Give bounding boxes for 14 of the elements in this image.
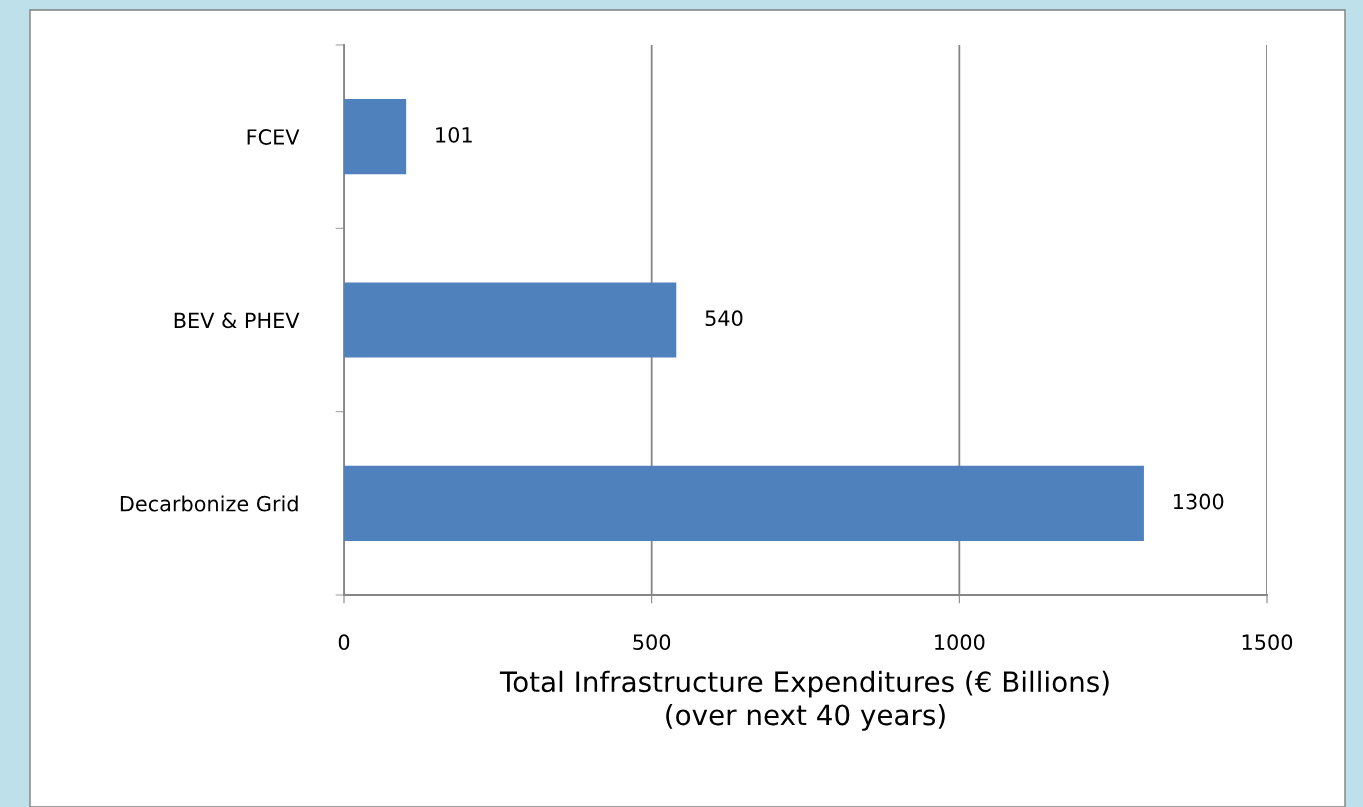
x-axis-title: Total Infrastructure Expenditures (€ Billions) (over next 40 years) [499, 670, 1109, 731]
y-tick-label: Decarbonize Grid [120, 495, 298, 512]
data-label: 1300 [1174, 493, 1224, 510]
y-tick-label: BEV & PHEV [174, 312, 300, 329]
y-tick-label: FCEV [247, 129, 300, 145]
data-label: 540 [705, 310, 743, 327]
x-tick-label: 500 [633, 634, 671, 651]
x-tick-label: 1500 [1242, 634, 1293, 651]
x-tick-label: 1000 [935, 634, 985, 651]
bar [344, 282, 677, 358]
bar [344, 99, 407, 175]
x-tick-label: 0 [338, 634, 350, 651]
data-label: 101 [436, 126, 472, 143]
bar [344, 465, 1144, 541]
